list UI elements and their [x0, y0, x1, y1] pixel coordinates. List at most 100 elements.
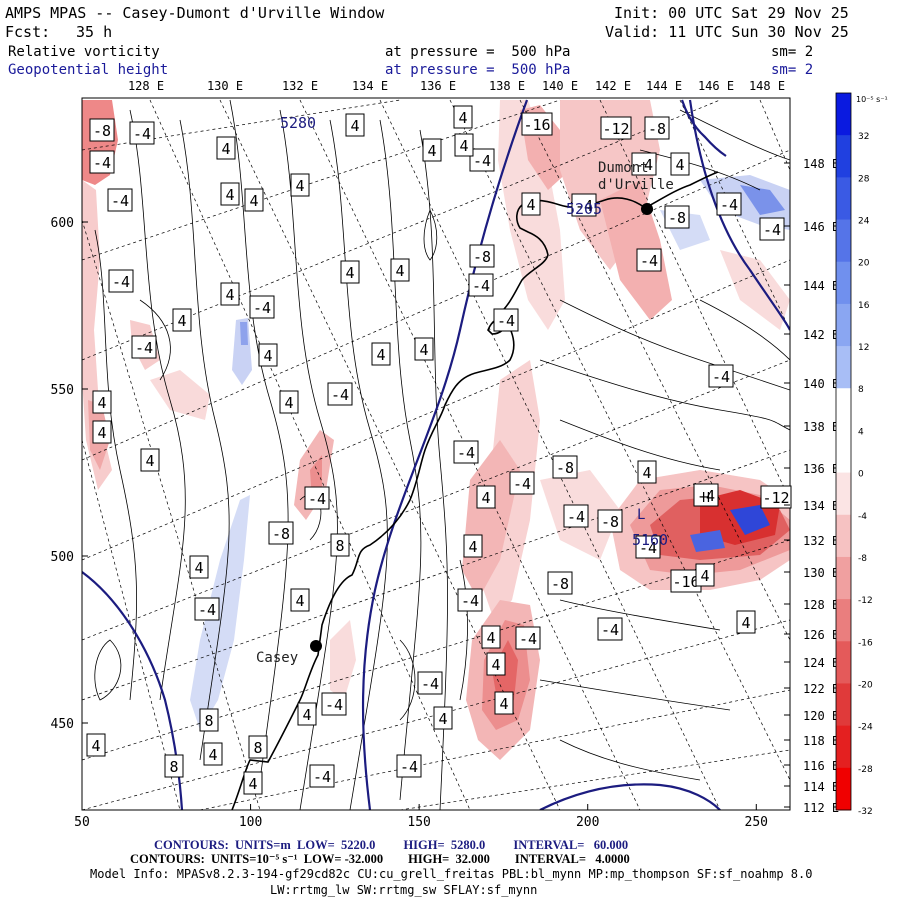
vorticity-value-text: 4: [458, 109, 467, 127]
vorticity-value-text: 4: [221, 140, 230, 158]
vorticity-value-box: 4: [695, 563, 715, 587]
vorticity-value-box: 4: [279, 390, 299, 414]
top-lon-label: 140 E: [542, 79, 578, 93]
vorticity-value-text: 8: [204, 712, 213, 730]
colorbar-level-label: 32: [858, 132, 869, 142]
footer-model-info: Model Info: MPASv8.2.3-194-gf29cd82c CU:…: [90, 867, 813, 881]
vorticity-value-text: -4: [567, 508, 585, 526]
vorticity-value-box: 4: [220, 182, 240, 206]
vorticity-value-box: -16: [521, 112, 553, 136]
vorticity-value-box: 8: [248, 735, 268, 759]
field-2-name: Geopotential height: [8, 62, 169, 78]
vorticity-value-text: -16: [523, 116, 550, 134]
colorbar-level-label: 28: [858, 174, 870, 184]
vorticity-value-box: 4: [454, 133, 474, 157]
footer-physics: LW:rrtmg_lw SW:rrtmg_sw SFLAY:sf_mynn: [270, 883, 538, 897]
vorticity-value-text: -16: [672, 573, 699, 591]
vorticity-value-box: 4: [481, 625, 501, 649]
field-1-smoothing: sm= 2: [771, 44, 814, 60]
vorticity-value-box: -4: [194, 597, 220, 621]
vorticity-value-text: 8: [253, 739, 262, 757]
vorticity-value-box: 4: [297, 702, 317, 726]
vorticity-value-box: -4: [708, 364, 734, 388]
vorticity-value-text: 4: [284, 394, 293, 412]
vorticity-value-box: -4: [509, 471, 535, 495]
vorticity-value-box: -4: [321, 692, 347, 716]
colorbar-swatch: [836, 261, 851, 305]
top-lon-label: 134 E: [352, 79, 388, 93]
vorticity-value-text: -4: [93, 154, 111, 172]
colorbar-level-label: -32: [858, 807, 873, 817]
footer-height-contours: CONTOURS: UNITS=m LOW= 5220.0 HIGH= 5280…: [154, 838, 629, 852]
right-lon-label: 142 E: [803, 328, 839, 342]
y-tick-label: 600: [51, 216, 74, 231]
vorticity-value-box: 4: [92, 420, 112, 444]
vorticity-labels: -8 -4 -4 4 4 4 4 -4 4 4 4 4 4 4 -4 4 4 4 4 -4 -4 4 4 -4 -8 -4 8 4 -4…: [86, 105, 792, 795]
right-lon-label: 118 E: [803, 734, 839, 748]
vorticity-value-box: 4: [244, 188, 264, 212]
vorticity-value-box: -12: [760, 485, 792, 509]
vorticity-value-text: 4: [225, 286, 234, 304]
top-lon-label: 136 E: [420, 79, 456, 93]
right-lon-label: 126 E: [803, 628, 839, 642]
vorticity-value-text: -4: [635, 156, 653, 174]
vorticity-value-text: -4: [133, 125, 151, 143]
vorticity-value-text: -4: [697, 487, 715, 505]
casey-station-marker: [310, 640, 322, 652]
vorticity-value-text: 4: [376, 346, 385, 364]
vorticity-value-box: 4: [463, 534, 483, 558]
top-lon-label: 128 E: [128, 79, 164, 93]
vorticity-value-text: -4: [198, 601, 216, 619]
colorbar-level-label: -12: [858, 596, 873, 606]
vorticity-value-box: -4: [563, 504, 589, 528]
vorticity-value-text: -4: [253, 299, 271, 317]
vorticity-value-text: -4: [421, 675, 439, 693]
vorticity-value-box: 4: [86, 733, 106, 757]
right-lon-label: 138 E: [803, 420, 839, 434]
colorbar-level-label: 16: [858, 301, 870, 311]
vorticity-value-box: 4: [216, 136, 236, 160]
right-lon-label: 132 E: [803, 534, 839, 548]
vorticity-value-text: 4: [419, 341, 428, 359]
colorbar-level-label: 24: [858, 217, 870, 227]
right-lon-label: 124 E: [803, 656, 839, 670]
vorticity-value-text: -4: [400, 758, 418, 776]
height-contour-label: 5205: [566, 200, 602, 218]
vorticity-value-box: 4: [290, 588, 310, 612]
vorticity-value-text: 4: [249, 192, 258, 210]
plot-frame: [81, 97, 791, 811]
field-2-level: at pressure = 500 hPa: [385, 62, 571, 78]
colorbar-level-label: 12: [858, 343, 869, 353]
colorbar-swatch: [836, 556, 851, 600]
vorticity-value-text: -4: [112, 273, 130, 291]
colorbar-swatch: [836, 177, 851, 221]
colorbar-level-label: -28: [858, 765, 873, 775]
vorticity-value-text: -4: [639, 539, 657, 557]
vorticity-value-box: 4: [371, 342, 391, 366]
vorticity-value-text: 4: [350, 117, 359, 135]
forecast-hour: 35 h: [76, 23, 113, 41]
vorticity-value-box: -8: [644, 116, 670, 140]
vorticity-value-text: -12: [762, 489, 789, 507]
vorticity-value-text: -8: [648, 120, 666, 138]
x-tick-label: 200: [576, 815, 599, 830]
vorticity-value-text: 4: [468, 538, 477, 556]
vorticity-value-box: 4: [390, 258, 410, 282]
vorticity-value-box: -4: [759, 217, 785, 241]
colorbar-swatch: [836, 514, 851, 558]
top-lon-label: 148 E: [749, 79, 785, 93]
field-2-smoothing: sm= 2: [771, 62, 814, 78]
top-lon-label: 132 E: [282, 79, 318, 93]
vorticity-value-text: 4: [295, 592, 304, 610]
vorticity-value-text: -8: [556, 459, 574, 477]
x-tick-label: 100: [239, 815, 262, 830]
vorticity-value-box: -4: [309, 764, 335, 788]
vorticity-value-box: -4: [249, 295, 275, 319]
colorbar-unit-label: 10⁻⁵ s⁻¹: [856, 95, 888, 104]
vorticity-value-text: -4: [601, 621, 619, 639]
vorticity-value-text: -4: [111, 192, 129, 210]
vorticity-value-box: -4: [89, 150, 115, 174]
vorticity-value-text: 4: [642, 464, 651, 482]
vorticity-value-box: -8: [547, 571, 573, 595]
colorbar-swatch: [836, 346, 851, 389]
